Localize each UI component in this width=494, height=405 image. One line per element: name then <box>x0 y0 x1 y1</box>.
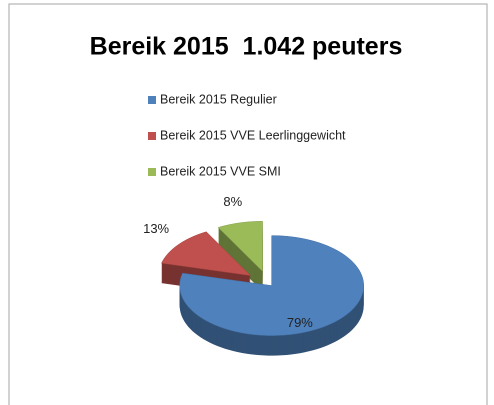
chart-title: Bereik 2015 1.042 peuters <box>90 33 403 61</box>
legend-swatch <box>148 168 156 176</box>
slice <box>179 235 364 336</box>
legend-label: Bereik 2015 Regulier <box>160 92 277 106</box>
legend-label: Bereik 2015 VVE SMI <box>160 164 281 178</box>
data-label: 79% <box>287 315 313 330</box>
legend-swatch <box>148 132 156 140</box>
data-label: 13% <box>143 221 169 236</box>
legend-label: Bereik 2015 VVE Leerlinggewicht <box>160 128 346 142</box>
slice <box>217 221 263 272</box>
slice <box>161 231 252 276</box>
data-label: 8% <box>223 194 242 209</box>
chart-frame <box>8 3 488 405</box>
legend-swatch <box>148 96 156 104</box>
